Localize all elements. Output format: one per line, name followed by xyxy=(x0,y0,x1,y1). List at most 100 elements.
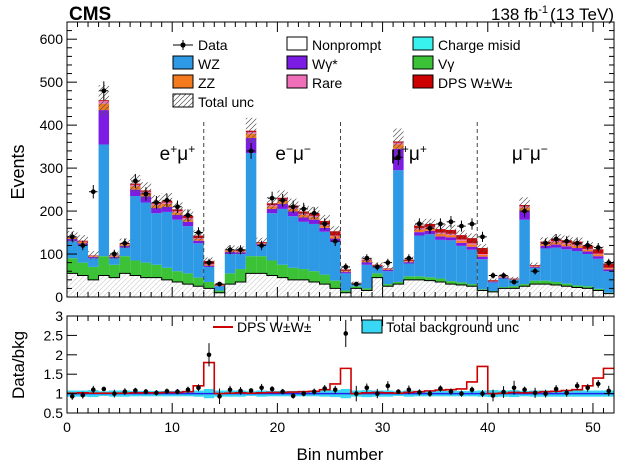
data-point-33 xyxy=(415,218,424,230)
bar-v--32 xyxy=(403,276,415,280)
data-point-34 xyxy=(425,222,435,234)
nonprompt-hatch-33 xyxy=(414,279,425,297)
data-point-26 xyxy=(341,263,351,271)
nonprompt-hatch-17 xyxy=(245,273,257,297)
ratio-point-15 xyxy=(227,385,233,394)
unc-box-40 xyxy=(487,278,499,282)
nonprompt-hatch-22 xyxy=(298,279,309,297)
bar-wz-51 xyxy=(603,271,614,293)
data-point-46 xyxy=(551,233,561,244)
bar-zz-37 xyxy=(456,240,467,243)
nonprompt-hatch-39 xyxy=(477,290,488,297)
nonprompt-hatch-1 xyxy=(77,275,89,297)
nonprompt-hatch-36 xyxy=(445,284,457,297)
unc-box-1 xyxy=(77,235,89,247)
ratio-point-47 xyxy=(564,388,569,397)
nonprompt-hatch-11 xyxy=(182,284,194,297)
bar-wz-15 xyxy=(224,254,236,274)
legend-data-label: Data xyxy=(198,37,228,53)
legend-wgamma-label: Wγ* xyxy=(312,56,338,72)
data-point-43 xyxy=(520,204,529,218)
legend-unc-label: Total unc xyxy=(198,94,254,110)
ratio-point-23 xyxy=(311,388,317,395)
bar-v--19 xyxy=(266,260,278,276)
nonprompt-hatch-26 xyxy=(340,292,352,297)
bar-wz-23 xyxy=(308,223,320,272)
ratio-point-26 xyxy=(343,319,349,348)
nonprompt-hatch-37 xyxy=(456,284,467,297)
nonprompt-hatch-43 xyxy=(519,286,530,297)
nonprompt-hatch-21 xyxy=(287,279,299,297)
bar-w--9 xyxy=(161,206,173,212)
bottom-legend: DPS W±W± Total background unc xyxy=(213,319,519,335)
nonprompt-hatch-4 xyxy=(109,277,120,297)
bar-wz-1 xyxy=(77,245,89,263)
data-point-49 xyxy=(583,240,592,251)
nonprompt-hatch-14 xyxy=(214,292,225,297)
ratio-point-9 xyxy=(164,388,170,394)
stack-bars xyxy=(67,100,614,297)
bar-v--34 xyxy=(424,277,436,281)
bar-wz-39 xyxy=(477,259,488,290)
nonprompt-hatch-38 xyxy=(466,286,478,297)
bar-wz-20 xyxy=(277,208,288,265)
legend-ratio-dps-label: DPS W±W± xyxy=(237,319,312,335)
nonprompt-hatch-45 xyxy=(540,284,551,297)
bar-v--37 xyxy=(456,282,467,285)
bar-v--39 xyxy=(477,289,488,291)
nonprompt-hatch-23 xyxy=(308,281,320,297)
data-point-10 xyxy=(173,200,182,213)
bar-wz-34 xyxy=(424,234,436,278)
bar-v--26 xyxy=(340,290,352,293)
bar-zz-35 xyxy=(435,233,446,237)
bar-rare-37 xyxy=(456,239,467,241)
data-point-2 xyxy=(89,185,98,199)
bar-wz-35 xyxy=(435,239,446,279)
ratio-point-34 xyxy=(427,390,433,397)
bar-v--25 xyxy=(329,280,341,289)
bar-w--32 xyxy=(403,262,415,264)
bar-v--45 xyxy=(540,280,551,285)
data-point-1 xyxy=(78,240,88,251)
bottom-xtick-label: 20 xyxy=(270,419,286,435)
bar-v--49 xyxy=(582,286,593,289)
data-point-5 xyxy=(120,238,130,249)
ratio-dps-line xyxy=(67,361,614,395)
ratio-point-5 xyxy=(122,388,128,396)
legend-zz-label: ZZ xyxy=(198,75,216,91)
data-point-37 xyxy=(457,220,466,232)
bar-w--37 xyxy=(456,242,467,246)
bar-wz-47 xyxy=(561,249,572,284)
nonprompt-hatch-41 xyxy=(498,288,509,297)
data-point-24 xyxy=(320,218,329,230)
data-point-7 xyxy=(141,187,151,201)
unc-box-39 xyxy=(477,244,488,252)
nonprompt-hatch-42 xyxy=(508,288,520,297)
data-point-25 xyxy=(330,236,340,247)
bar-v--9 xyxy=(161,267,173,280)
ratio-point-51 xyxy=(606,385,612,396)
ratio-point-18 xyxy=(259,383,264,392)
nonprompt-hatch-35 xyxy=(435,281,446,297)
data-point-45 xyxy=(541,238,550,249)
bar-w--19 xyxy=(266,208,278,214)
bar-v--4 xyxy=(109,264,120,278)
unc-box-37 xyxy=(456,230,467,240)
ratio-point-31 xyxy=(396,389,401,394)
bar-wz-24 xyxy=(319,231,330,275)
bar-wz-49 xyxy=(582,254,593,287)
top-legend: Data Nonprompt Charge misid WZ Wγ* Vγ ZZ… xyxy=(172,36,520,110)
bar-wz-30 xyxy=(382,271,394,285)
ratio-point-13 xyxy=(206,343,212,367)
ratio-point-30 xyxy=(385,381,391,391)
nonprompt-hatch-12 xyxy=(193,286,204,297)
ratio-point-49 xyxy=(585,383,591,392)
top-ytick-label: 200 xyxy=(40,203,64,219)
bar-wz-43 xyxy=(519,219,530,285)
bar-v--14 xyxy=(214,290,225,293)
ratio-point-35 xyxy=(438,385,443,392)
bottom-ytick-label: 0.5 xyxy=(44,405,64,421)
data-point-35 xyxy=(436,218,445,230)
bottom-xtick-label: 30 xyxy=(375,419,391,435)
bar-v--27 xyxy=(351,286,362,289)
